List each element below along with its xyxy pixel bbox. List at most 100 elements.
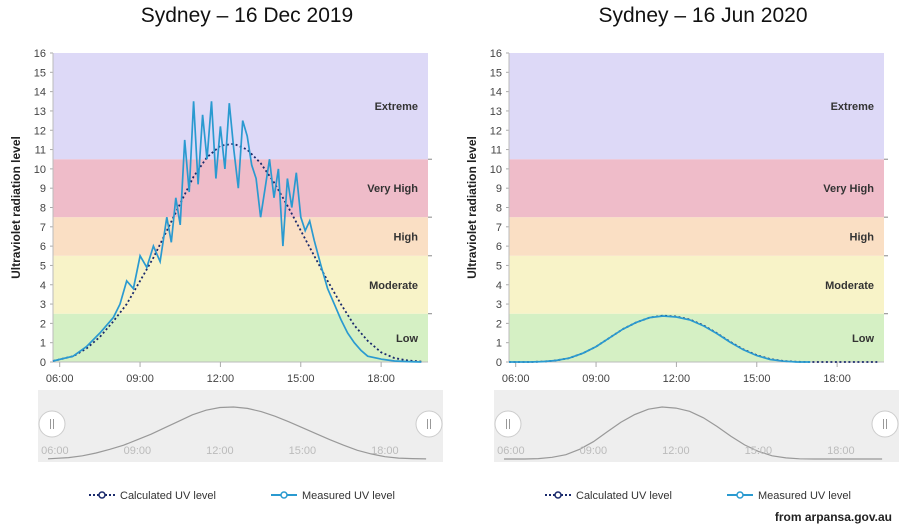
y-tick-label: 3: [496, 299, 502, 311]
band-extreme: [509, 53, 884, 160]
source-credit: from arpansa.gov.au: [774, 510, 892, 524]
band-label: Very High: [823, 183, 874, 195]
y-tick-label: 8: [496, 203, 502, 215]
band-label: Low: [852, 333, 874, 345]
x-tick-label: 15:00: [287, 373, 315, 385]
y-axis-label: Ultraviolet radiation level: [465, 136, 479, 279]
chart-title-right: Sydney – 16 Jun 2020: [598, 4, 808, 27]
navigator-tick-label: 18:00: [827, 445, 855, 457]
band-low: [509, 313, 884, 362]
y-tick-label: 6: [40, 241, 46, 253]
handle-circle: [415, 410, 443, 438]
navigator-tick-label: 18:00: [371, 445, 399, 457]
x-tick-label: 15:00: [743, 373, 771, 385]
y-tick-label: 16: [34, 48, 46, 60]
y-tick-label: 1: [40, 338, 46, 350]
y-tick-label: 15: [34, 67, 46, 79]
navigator-tick-label: 06:00: [497, 445, 525, 457]
x-tick-label: 06:00: [46, 373, 74, 385]
y-tick-label: 0: [40, 357, 46, 369]
navigator-handle-right[interactable]: [415, 410, 443, 438]
y-tick-label: 7: [496, 222, 502, 234]
band-label: Moderate: [825, 280, 874, 292]
y-tick-label: 8: [40, 203, 46, 215]
band-label: Very High: [367, 183, 418, 195]
navigator-handle-left[interactable]: [494, 410, 522, 438]
band-very-high: [509, 159, 884, 218]
handle-circle: [494, 410, 522, 438]
legend-calculated-label: Calculated UV level: [120, 490, 216, 502]
band-label: High: [850, 231, 875, 243]
legend: Calculated UV level Measured UV level: [545, 490, 851, 502]
legend-measured-label: Measured UV level: [302, 490, 395, 502]
y-tick-label: 9: [496, 183, 502, 195]
band-high: [53, 217, 428, 256]
y-tick-label: 13: [34, 106, 46, 118]
y-tick-label: 16: [490, 48, 502, 60]
navigator: 06:00 09:00 12:00 15:00 18:00: [494, 390, 899, 462]
y-tick-label: 5: [40, 260, 46, 272]
y-tick-label: 0: [496, 357, 502, 369]
y-tick-label: 12: [34, 125, 46, 137]
y-tick-label: 9: [40, 183, 46, 195]
navigator-handle-right[interactable]: [871, 410, 899, 438]
navigator-handle-left[interactable]: [38, 410, 66, 438]
band-high: [509, 217, 884, 256]
legend: Calculated UV level Measured UV level: [89, 490, 395, 502]
handle-circle: [871, 410, 899, 438]
x-tick-label: 18:00: [367, 373, 395, 385]
x-tick-label: 12:00: [207, 373, 235, 385]
y-tick-label: 10: [490, 164, 502, 176]
navigator-tick-label: 15:00: [745, 445, 773, 457]
y-tick-label: 14: [490, 87, 502, 99]
band-label: Extreme: [831, 101, 874, 113]
band-label: Low: [396, 333, 418, 345]
navigator-tick-label: 09:00: [580, 445, 608, 457]
legend-measured-marker: [736, 491, 744, 499]
x-tick-label: 09:00: [582, 373, 610, 385]
x-tick-label: 18:00: [823, 373, 851, 385]
y-tick-label: 15: [490, 67, 502, 79]
y-tick-label: 2: [496, 318, 502, 330]
chart-title-left: Sydney – 16 Dec 2019: [140, 4, 354, 27]
navigator-line: [47, 406, 427, 460]
y-tick-label: 13: [490, 106, 502, 118]
y-tick-label: 5: [496, 260, 502, 272]
navigator: 06:00 09:00 12:00 15:00 18:00: [38, 390, 443, 462]
band-label: Extreme: [375, 101, 418, 113]
x-tick-label: 12:00: [663, 373, 691, 385]
y-tick-label: 11: [491, 145, 502, 157]
legend-calculated-marker: [554, 491, 562, 499]
y-tick-label: 12: [490, 125, 502, 137]
y-tick-label: 6: [496, 241, 502, 253]
measured-uv-line: [509, 315, 811, 363]
x-tick-label: 06:00: [502, 373, 530, 385]
y-tick-label: 11: [35, 145, 46, 157]
navigator-tick-label: 15:00: [289, 445, 317, 457]
navigator-background: [494, 390, 899, 462]
y-tick-label: 1: [496, 338, 502, 350]
y-tick-label: 3: [40, 299, 46, 311]
y-tick-label: 2: [40, 318, 46, 330]
x-tick-label: 09:00: [126, 373, 154, 385]
legend-measured-label: Measured UV level: [758, 490, 851, 502]
band-label: Moderate: [369, 280, 418, 292]
measured-uv-line: [52, 101, 422, 363]
y-tick-label: 4: [40, 280, 46, 292]
band-moderate: [53, 255, 428, 314]
navigator-tick-label: 12:00: [662, 445, 690, 457]
handle-circle: [38, 410, 66, 438]
band-very-high: [53, 159, 428, 218]
band-moderate: [509, 255, 884, 314]
y-tick-label: 14: [34, 87, 46, 99]
navigator-tick-label: 12:00: [206, 445, 234, 457]
legend-calculated-label: Calculated UV level: [576, 490, 672, 502]
band-label: High: [394, 231, 419, 243]
y-tick-label: 4: [496, 280, 502, 292]
navigator-tick-label: 06:00: [41, 445, 69, 457]
legend-calculated-marker: [98, 491, 106, 499]
y-tick-label: 10: [34, 164, 46, 176]
